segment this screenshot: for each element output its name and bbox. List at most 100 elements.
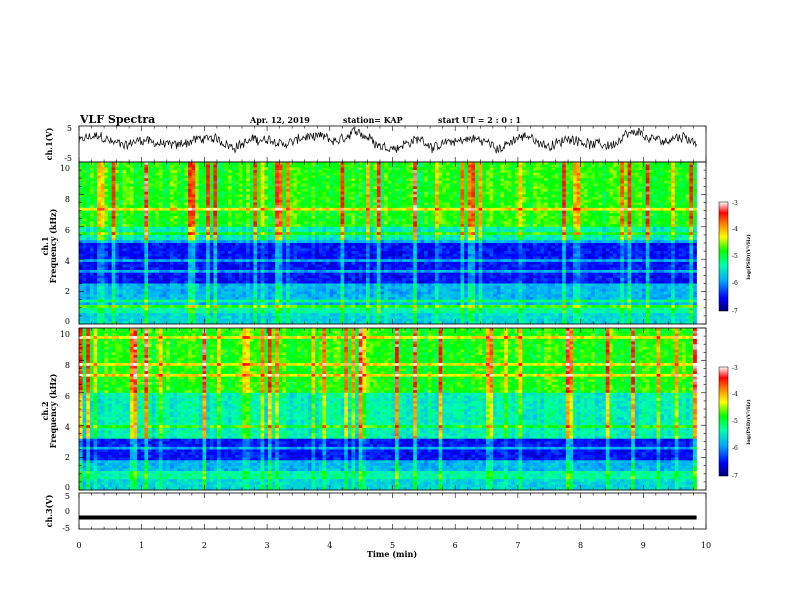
spectrogram-cell — [544, 197, 548, 201]
spectrogram-cell — [609, 218, 614, 222]
spectrogram-cell — [198, 197, 203, 201]
spectrogram-cell — [671, 221, 676, 225]
spectrogram-cell — [137, 189, 142, 192]
spectrogram-cell — [115, 194, 120, 198]
spectrogram-cell — [554, 191, 559, 195]
spectrogram-cell — [235, 213, 240, 217]
spectrogram-cell — [685, 213, 690, 217]
spectrogram-cell — [115, 164, 120, 168]
spectrogram-cell — [202, 216, 207, 219]
spectrogram-cell — [485, 183, 490, 187]
spectrogram-cell — [460, 183, 465, 187]
spectrogram-cell — [260, 175, 265, 179]
spectrogram-cell — [514, 234, 519, 238]
spectrogram-cell — [220, 194, 225, 198]
spectrogram-cell — [286, 234, 291, 238]
spectrogram-cell — [369, 210, 374, 214]
spectrogram-cell — [89, 232, 94, 236]
chart-title: VLF Spectra — [79, 113, 155, 126]
spectrogram-cell — [209, 175, 214, 179]
spectrogram-cell — [485, 207, 490, 211]
spectrogram-cell — [656, 202, 661, 206]
spectrogram-cell — [634, 191, 639, 195]
spectrogram-cell — [438, 202, 443, 206]
spectrogram-cell — [206, 164, 211, 168]
spectrogram-cell — [576, 172, 581, 176]
spectrogram-cell — [438, 175, 443, 179]
spectrogram-cell — [507, 172, 512, 176]
spectrogram-cell — [231, 229, 236, 233]
spectrogram-cell — [366, 237, 370, 241]
spectrogram-cell — [540, 226, 545, 230]
spectrogram-cell — [231, 186, 236, 190]
spectrogram-cell — [416, 167, 421, 171]
spectrogram-cell — [522, 194, 527, 198]
spectrogram-cell — [104, 170, 109, 174]
spectrogram-cell — [79, 189, 83, 192]
spectrogram-cell — [685, 186, 690, 190]
spectrogram-cell — [144, 213, 149, 217]
spectrogram-cell — [609, 178, 614, 182]
spectrogram-cell — [609, 180, 614, 184]
spectrogram-cell — [293, 216, 298, 219]
spectrogram-cell — [231, 213, 236, 217]
spectrogram-cell — [474, 172, 479, 176]
spectrogram-cell — [569, 178, 574, 182]
spectrogram-cell — [445, 162, 450, 165]
spectrogram-cell — [355, 210, 360, 214]
spectrogram-cell — [496, 197, 501, 201]
spectrogram-cell — [456, 226, 461, 230]
spectrogram-cell — [514, 221, 519, 225]
spectrogram-cell — [184, 232, 189, 236]
spectrogram-cell — [398, 180, 403, 184]
spectrogram-cell — [522, 202, 527, 206]
spectrogram-cell — [355, 234, 360, 238]
spectrogram-cell — [187, 189, 192, 192]
spectrogram-cell — [387, 202, 392, 206]
spectrogram-cell — [108, 170, 112, 174]
spectrogram-cell — [86, 183, 91, 187]
spectrogram-cell — [449, 213, 454, 217]
spectrogram-cell — [620, 183, 625, 187]
spectrogram-cell — [605, 216, 610, 219]
spectrogram-cell — [173, 226, 178, 230]
spectrogram-cell — [504, 197, 508, 201]
spectrogram-cell — [180, 213, 185, 217]
spectrogram-cell — [431, 202, 436, 206]
spectrogram-cell — [177, 226, 182, 230]
spectrogram-cell — [144, 221, 149, 225]
spectrogram-cell — [416, 210, 421, 214]
spectrogram-cell — [275, 226, 280, 230]
spectrogram-cell — [173, 197, 178, 201]
spectrogram-cell — [100, 202, 105, 206]
spectrogram-cell — [235, 221, 240, 225]
spectrogram-cell — [79, 178, 83, 182]
spectrogram-cell — [242, 232, 247, 236]
spectrogram-cell — [623, 234, 628, 238]
spectrogram-cell — [674, 218, 679, 222]
spectrogram-cell — [126, 205, 131, 209]
spectrogram-cell — [162, 221, 167, 225]
spectrogram-cell — [583, 167, 588, 171]
spectrogram-cell — [118, 224, 123, 228]
spectrogram-cell — [384, 189, 389, 192]
spectrogram-cell — [115, 199, 120, 203]
spectrogram-cell — [86, 202, 91, 206]
spectrogram-cell — [605, 167, 610, 171]
spectrogram-cell — [511, 197, 516, 201]
spectrogram-cell — [82, 164, 87, 168]
spectrogram-cell — [500, 232, 505, 236]
spectrogram-cell — [79, 186, 83, 190]
spectrogram-cell — [93, 186, 98, 190]
spectrogram-cell — [340, 234, 345, 238]
spectrogram-cell — [416, 237, 421, 241]
spectrogram-cell — [642, 216, 647, 219]
spectrogram-cell — [129, 199, 134, 203]
spectrogram-cell — [184, 234, 189, 238]
spectrogram-cell — [304, 202, 309, 206]
spectrogram-cell — [671, 167, 676, 171]
spectrogram-cell — [227, 221, 232, 225]
spectrogram-cell — [587, 221, 592, 225]
spectrogram-cell — [623, 162, 628, 165]
spectrogram-cell — [177, 229, 182, 233]
